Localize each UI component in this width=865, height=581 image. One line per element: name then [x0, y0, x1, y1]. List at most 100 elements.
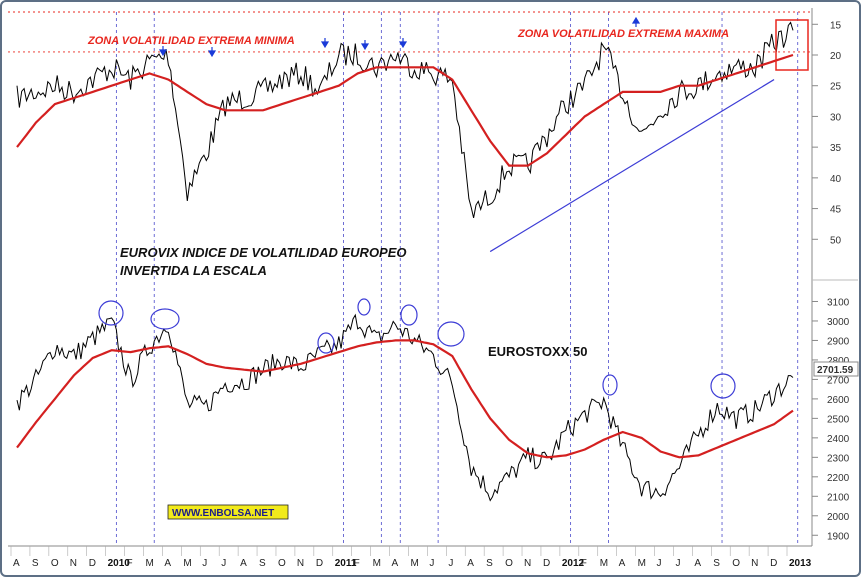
x-tick-label: S	[259, 558, 266, 569]
x-tick-label: J	[657, 558, 662, 569]
vix-reference-lines	[8, 11, 812, 53]
vix-y-axis: 15 20 25 30 35 40 45 50	[812, 20, 842, 246]
x-tick-label: A	[694, 558, 701, 569]
extreme-zone-box	[775, 19, 809, 71]
stoxx-tick-label: 2300	[827, 453, 850, 464]
x-tick-label: S	[713, 558, 720, 569]
x-tick-label: D	[316, 558, 323, 569]
last-value-box	[813, 361, 859, 377]
x-tick-label: D	[89, 558, 96, 569]
vix-tick-label: 40	[830, 174, 842, 185]
vix-tick-label: 20	[830, 51, 842, 62]
peak-marker-circle	[710, 373, 736, 399]
vix-price-line	[16, 21, 794, 219]
x-tick-label: J	[202, 558, 207, 569]
stoxx-y-axis: 1900 2000 2100 2200 2300 2400 2500 2600 2700 2800…	[812, 297, 850, 542]
x-tick-label: N	[297, 558, 304, 569]
x-tick-label: J	[675, 558, 680, 569]
x-tick-label: M	[145, 558, 153, 569]
vix-tick-label: 15	[830, 20, 842, 31]
x-tick-label: M	[373, 558, 381, 569]
vix-tick-label: 35	[830, 143, 842, 154]
x-tick-label: D	[770, 558, 777, 569]
x-tick-label: A	[13, 558, 20, 569]
peak-marker-circle	[98, 300, 124, 326]
last-value-label: 2701.59	[817, 365, 854, 376]
x-tick-label: F	[127, 558, 133, 569]
peak-marker-circle	[602, 374, 618, 396]
peak-marker-circle	[437, 321, 465, 347]
vix-title: EUROVIX INDICE DE VOLATILIDAD EUROPEO	[120, 245, 407, 260]
stoxx-tick-label: 2900	[827, 336, 850, 347]
x-tick-label: D	[543, 558, 550, 569]
stoxx-tick-label: 2700	[827, 375, 850, 386]
annotation-max-zone: ZONA VOLATILIDAD EXTREMA MAXIMA	[517, 28, 729, 40]
x-tick-label: J	[429, 558, 434, 569]
x-tick-label: A	[619, 558, 626, 569]
stoxx-price-line	[16, 313, 794, 502]
x-tick-label: O	[505, 558, 513, 569]
x-tick-label: M	[410, 558, 418, 569]
x-tick-label: J	[221, 558, 226, 569]
stoxx-tick-label: 2400	[827, 434, 850, 445]
vix-moving-average	[16, 53, 794, 167]
x-tick-label: 2013	[789, 558, 812, 569]
down-arrow-icon	[207, 47, 217, 58]
down-arrow-icon	[320, 38, 330, 49]
up-arrow-icon	[631, 16, 641, 27]
stoxx-tick-label: 2800	[827, 356, 850, 367]
x-tick-label: M	[600, 558, 608, 569]
annotation-min-zone: ZONA VOLATILIDAD EXTREMA MINIMA	[87, 35, 295, 47]
x-tick-label: F	[581, 558, 587, 569]
x-tick-label: A	[164, 558, 171, 569]
vix-subtitle: INVERTIDA LA ESCALA	[120, 263, 267, 278]
x-tick-label: 2010	[108, 558, 131, 569]
vix-tick-label: 30	[830, 112, 842, 123]
stoxx-tick-label: 2100	[827, 492, 850, 503]
x-tick-label: O	[51, 558, 59, 569]
peak-marker-circle	[150, 308, 180, 330]
x-tick-label: N	[751, 558, 758, 569]
stoxx-title: EUROSTOXX 50	[488, 344, 587, 359]
watermark-text: WWW.ENBOLSA.NET	[172, 508, 274, 519]
down-arrow-icon	[398, 38, 408, 49]
x-tick-label: S	[486, 558, 493, 569]
down-arrow-icon	[158, 46, 168, 57]
volatility-arrows	[158, 16, 641, 58]
stoxx-tick-label: 2200	[827, 473, 850, 484]
x-tick-label: N	[70, 558, 77, 569]
x-tick-label: A	[467, 558, 474, 569]
x-tick-label: O	[732, 558, 740, 569]
stoxx-tick-label: 1900	[827, 531, 850, 542]
vertical-gridlines	[115, 12, 799, 546]
x-tick-label: M	[638, 558, 646, 569]
x-tick-label: A	[240, 558, 247, 569]
stoxx-tick-label: 2500	[827, 414, 850, 425]
stoxx-moving-average	[16, 339, 794, 459]
vix-trend-line	[489, 79, 775, 253]
x-tick-label: O	[278, 558, 286, 569]
x-tick-label: S	[32, 558, 39, 569]
stoxx-tick-label: 2000	[827, 512, 850, 523]
stoxx-tick-label: 3100	[827, 297, 850, 308]
vix-tick-label: 50	[830, 235, 842, 246]
x-tick-label: A	[392, 558, 399, 569]
x-tick-label: M	[183, 558, 191, 569]
peak-marker-circle	[357, 298, 371, 316]
stoxx-tick-label: 2600	[827, 395, 850, 406]
x-tick-label: 2012	[562, 558, 585, 569]
vix-tick-label: 45	[830, 205, 842, 216]
vix-tick-label: 25	[830, 82, 842, 93]
stoxx-tick-label: 3000	[827, 317, 850, 328]
x-tick-label: J	[448, 558, 453, 569]
watermark-box	[167, 504, 289, 520]
down-arrow-icon	[360, 40, 370, 51]
peak-marker-circle	[317, 332, 335, 354]
x-tick-label: N	[524, 558, 531, 569]
stoxx-peak-markers	[98, 298, 736, 399]
x-tick-label: F	[354, 558, 360, 569]
x-tick-label: 2011	[335, 558, 357, 569]
